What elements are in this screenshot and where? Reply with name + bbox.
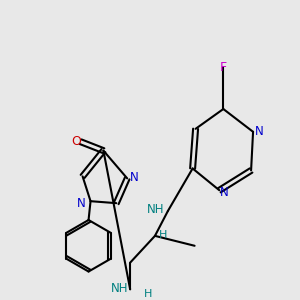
Text: H: H (159, 230, 167, 240)
Text: F: F (220, 61, 227, 74)
Text: NH: NH (147, 202, 165, 216)
Text: N: N (77, 197, 85, 210)
Text: H: H (144, 289, 152, 299)
Text: NH: NH (111, 282, 128, 295)
Text: N: N (220, 186, 229, 199)
Text: N: N (255, 125, 263, 138)
Text: O: O (72, 135, 82, 148)
Text: N: N (130, 171, 139, 184)
